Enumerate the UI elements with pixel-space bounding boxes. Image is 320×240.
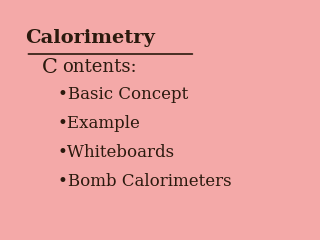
Text: •Basic Concept: •Basic Concept <box>58 86 188 103</box>
Text: •Whiteboards: •Whiteboards <box>58 144 175 161</box>
Text: •Bomb Calorimeters: •Bomb Calorimeters <box>58 173 231 190</box>
Text: •Example: •Example <box>58 115 140 132</box>
Text: C: C <box>42 58 58 77</box>
Text: ontents:: ontents: <box>62 58 137 76</box>
Text: Calorimetry: Calorimetry <box>26 29 156 47</box>
